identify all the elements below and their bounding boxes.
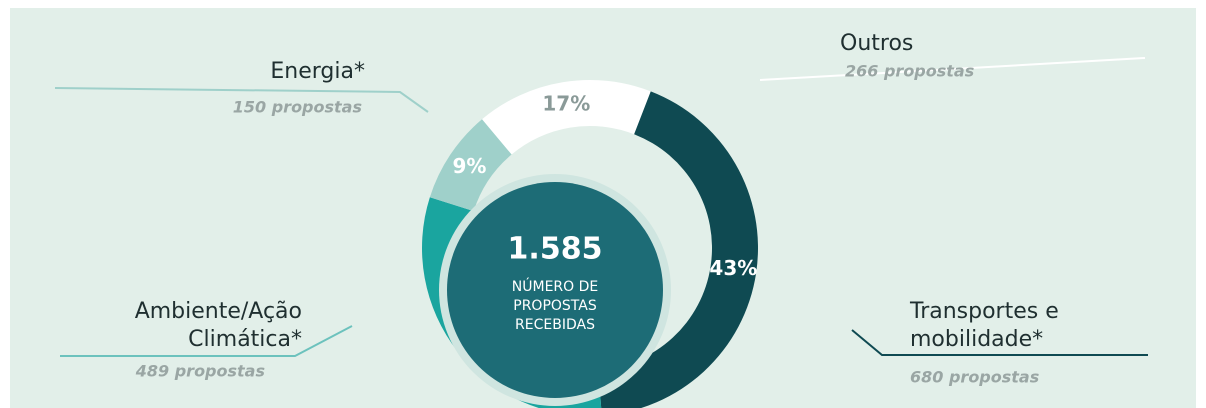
detail-label: 150 propostas [233,98,362,117]
value-label: 9% [453,154,487,178]
detail-label: 266 propostas [845,62,974,81]
detail-label: 489 propostas [135,362,265,381]
category-label: Climática* [188,327,302,352]
category-label: mobilidade* [910,327,1043,352]
donut-segment [598,91,758,408]
value-label: 17% [542,91,590,115]
center-label: NÚMERO DE [512,277,598,295]
donut-segment [429,119,512,212]
detail-label: 680 propostas [910,368,1039,387]
center-value: 1.585 [508,232,603,267]
category-label: Ambiente/Ação [135,299,302,324]
leader-line [759,57,1146,81]
value-label: 43% [709,256,757,280]
category-label: Energia* [270,59,365,84]
donut-segment [482,80,651,155]
category-label: Transportes e [909,299,1059,324]
center-label: PROPOSTAS [513,298,597,314]
category-label: Outros [840,31,913,56]
center-circle [447,182,663,398]
leader-line [60,325,353,357]
leader-line [851,329,1148,356]
center-label: RECEBIDAS [515,317,595,333]
leader-line [54,87,429,113]
